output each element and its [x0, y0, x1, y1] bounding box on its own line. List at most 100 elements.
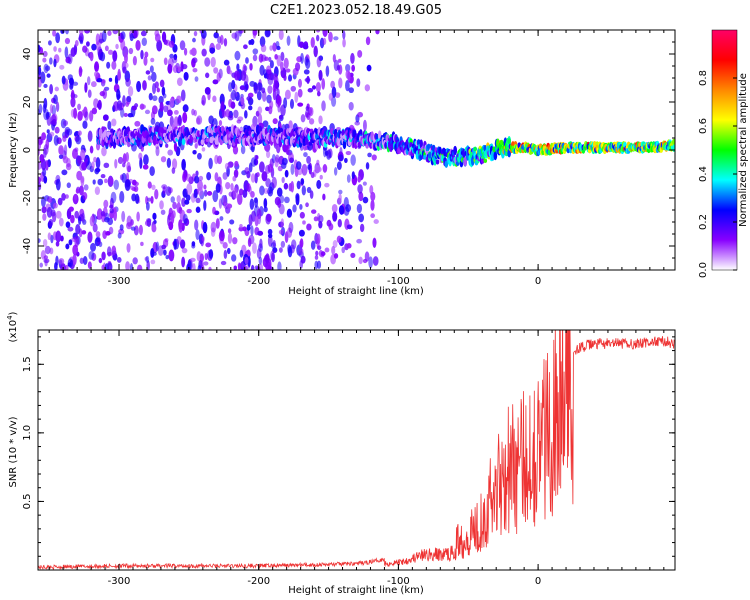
heatmap-cell: [194, 219, 199, 231]
heatmap-cell: [362, 196, 369, 204]
heatmap-cell: [305, 202, 309, 208]
heatmap-cell: [272, 240, 276, 248]
heatmap-cell: [269, 60, 274, 69]
heatmap-cell: [257, 230, 264, 236]
heatmap-cell: [246, 170, 251, 179]
heatmap-cell: [150, 57, 155, 63]
heatmap-cell: [72, 244, 79, 256]
heatmap-cell: [55, 241, 60, 247]
heatmap-cell: [313, 45, 318, 58]
heatmap-cell: [258, 256, 263, 265]
heatmap-cell: [248, 39, 252, 45]
heatmap-cell: [133, 185, 139, 193]
colorbar-ticks: 0.0 0.2 0.4 0.6 0.8: [698, 70, 737, 278]
heatmap-cell: [65, 163, 72, 171]
heatmap-cell: [61, 169, 68, 176]
heatmap-cell: [225, 109, 231, 118]
heatmap-cell: [80, 177, 85, 187]
heatmap-cell: [38, 238, 41, 244]
heatmap-cell: [260, 54, 267, 62]
heatmap-cell: [154, 188, 159, 200]
heatmap-cell: [172, 56, 178, 64]
heatmap-cell: [58, 47, 62, 53]
heatmap-cell: [267, 85, 273, 94]
heatmap-cell: [81, 230, 87, 235]
heatmap-cell: [200, 30, 207, 39]
heatmap-cell: [195, 170, 199, 177]
heatmap-cell: [294, 91, 299, 103]
heatmap-cell: [362, 119, 367, 132]
heatmap-cell: [43, 255, 49, 260]
heatmap-cell: [125, 261, 130, 270]
heatmap-cell: [53, 58, 57, 68]
heatmap-cell: [223, 37, 228, 47]
heatmap-cell: [315, 250, 319, 256]
heatmap-cell: [310, 171, 315, 179]
heatmap-cell: [358, 191, 364, 202]
heatmap-cell: [65, 30, 69, 35]
heatmap-cell: [120, 107, 125, 118]
heatmap-cell: [244, 265, 250, 270]
heatmap-cell: [100, 210, 106, 217]
heatmap-cell: [275, 154, 280, 163]
heatmap-cell: [151, 105, 158, 115]
heatmap-cell: [165, 255, 170, 260]
heatmap-cell: [362, 181, 367, 186]
colorbar: 0.0 0.2 0.4 0.6 0.8 Normalized spectral ampl…: [698, 29, 749, 278]
heatmap-cell: [287, 244, 292, 254]
heatmap-cell: [55, 101, 60, 113]
heatmap-cell: [173, 141, 178, 152]
heatmap-cell: [367, 152, 372, 158]
heatmap-cell: [307, 88, 314, 93]
heatmap-cell: [473, 146, 478, 152]
heatmap-cell: [87, 89, 92, 98]
heatmap-cell: [38, 162, 42, 170]
snr-series-line: [38, 330, 675, 570]
heatmap-cell: [193, 188, 198, 198]
heatmap-cell: [350, 52, 355, 64]
heatmap-cell: [507, 138, 511, 145]
heatmap-cell: [195, 229, 200, 241]
heatmap-cell: [277, 261, 282, 270]
heatmap-cell: [365, 36, 371, 46]
heatmap-cell: [94, 71, 99, 78]
heatmap-cell: [101, 251, 106, 261]
heatmap-cell: [218, 230, 225, 242]
y-tick-label: 0: [22, 147, 33, 153]
heatmap-cell: [220, 260, 227, 266]
heatmap-cell: [248, 105, 253, 111]
heatmap-cell: [276, 95, 282, 106]
heatmap-cell: [66, 128, 73, 136]
heatmap-cell: [186, 208, 192, 214]
heatmap-cell: [91, 43, 97, 51]
heatmap-cell: [672, 144, 675, 151]
heatmap-cell: [321, 78, 326, 90]
heatmap-cell: [140, 241, 144, 247]
heatmap-cell: [95, 141, 101, 151]
heatmap-cell: [38, 74, 41, 81]
heatmap-cell: [160, 156, 167, 163]
heatmap-cell: [280, 240, 286, 248]
heatmap-cell: [265, 253, 270, 264]
heatmap-cell: [234, 70, 241, 81]
heatmap-cell: [364, 84, 371, 92]
heatmap-cell: [133, 30, 139, 39]
heatmap-cell: [276, 187, 283, 197]
heatmap-cell: [302, 220, 306, 225]
heatmap-cell: [348, 101, 354, 111]
heatmap-cell: [227, 228, 232, 234]
heatmap-cell: [179, 40, 186, 51]
heatmap-cell: [272, 118, 278, 125]
heatmap-cell: [116, 256, 122, 263]
heatmap-cell: [241, 267, 246, 270]
heatmap-cell: [345, 204, 352, 212]
heatmap-cell: [212, 190, 219, 203]
heatmap-cell: [318, 220, 323, 229]
heatmap-cell: [201, 100, 205, 105]
heatmap-cell: [116, 100, 123, 111]
heatmap-cell: [67, 137, 72, 149]
heatmap-cell: [265, 65, 272, 75]
heatmap-cell: [166, 157, 172, 169]
heatmap-cell: [96, 77, 103, 83]
heatmap-cell: [196, 251, 202, 262]
